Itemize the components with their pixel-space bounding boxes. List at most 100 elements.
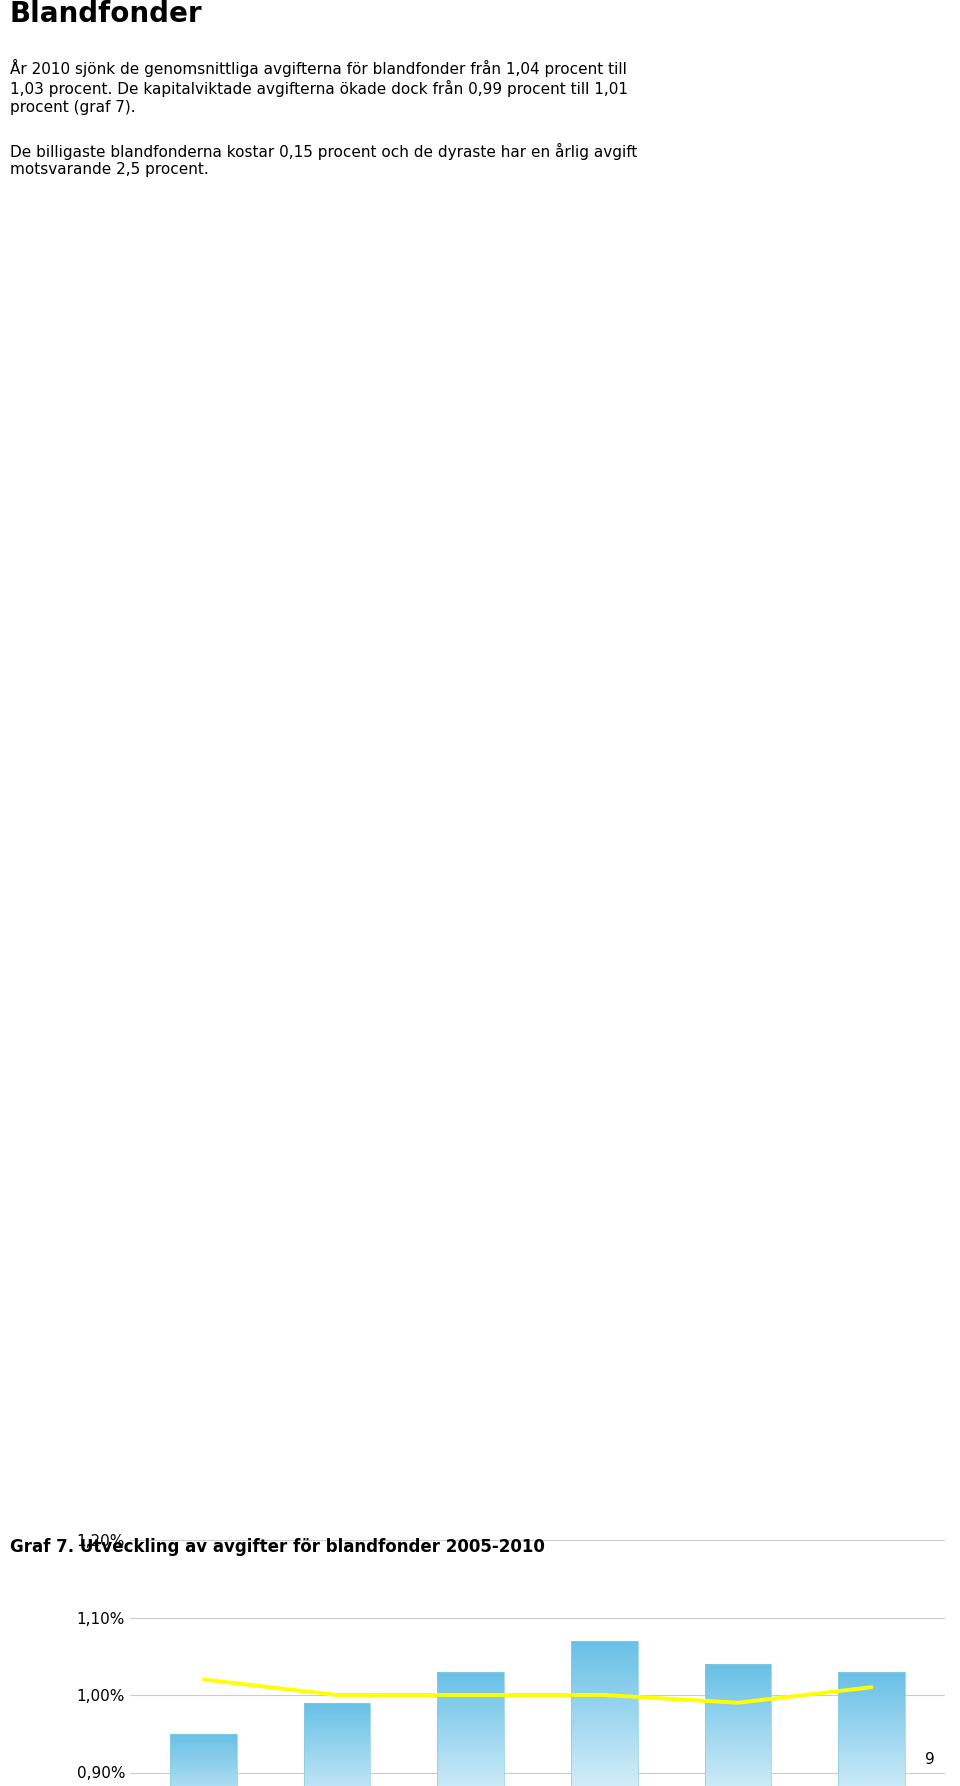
Bar xyxy=(571,1773,637,1777)
Bar xyxy=(838,1672,905,1786)
Bar xyxy=(170,1741,237,1743)
Bar xyxy=(438,1743,504,1747)
Bar xyxy=(571,1725,637,1727)
Bar xyxy=(838,1773,905,1775)
Bar xyxy=(838,1738,905,1740)
Bar xyxy=(170,1763,237,1765)
Bar xyxy=(438,1716,504,1720)
Bar xyxy=(438,1672,504,1675)
Bar xyxy=(571,1763,637,1766)
Bar xyxy=(170,1743,237,1745)
Bar xyxy=(838,1734,905,1738)
Bar xyxy=(438,1729,504,1731)
Text: De billigaste blandfonderna kostar 0,15 procent och de dyraste har en årlig avgi: De billigaste blandfonderna kostar 0,15 … xyxy=(10,143,637,177)
Bar xyxy=(170,1736,237,1738)
Bar xyxy=(705,1707,771,1711)
Bar xyxy=(571,1748,637,1752)
Bar xyxy=(705,1729,771,1732)
Bar xyxy=(838,1713,905,1716)
Bar xyxy=(303,1713,371,1715)
Bar xyxy=(705,1704,771,1707)
Bar xyxy=(838,1690,905,1693)
Bar xyxy=(571,1738,637,1741)
Bar xyxy=(170,1784,237,1786)
Bar xyxy=(438,1747,504,1748)
Bar xyxy=(303,1772,371,1773)
Bar xyxy=(838,1702,905,1704)
Bar xyxy=(705,1690,771,1691)
Bar xyxy=(438,1693,504,1695)
Bar xyxy=(705,1748,771,1750)
Bar xyxy=(705,1763,771,1766)
Bar xyxy=(438,1722,504,1725)
Bar xyxy=(571,1752,637,1756)
Bar xyxy=(705,1782,771,1784)
Bar xyxy=(438,1672,504,1786)
Bar xyxy=(838,1779,905,1782)
Bar xyxy=(438,1690,504,1693)
Bar xyxy=(571,1679,637,1682)
Bar xyxy=(438,1711,504,1713)
Bar xyxy=(838,1731,905,1734)
Bar xyxy=(438,1702,504,1704)
Bar xyxy=(838,1707,905,1711)
Bar xyxy=(838,1711,905,1713)
Bar xyxy=(705,1750,771,1754)
Bar xyxy=(838,1765,905,1766)
Bar xyxy=(571,1707,637,1711)
Bar xyxy=(438,1731,504,1734)
Bar xyxy=(705,1686,771,1690)
Bar xyxy=(170,1747,237,1748)
Bar xyxy=(705,1665,771,1786)
Bar xyxy=(571,1766,637,1770)
Bar xyxy=(705,1732,771,1736)
Bar xyxy=(303,1761,371,1765)
Bar xyxy=(705,1695,771,1698)
Bar xyxy=(303,1720,371,1722)
Bar xyxy=(170,1748,237,1752)
Bar xyxy=(838,1716,905,1720)
Bar xyxy=(170,1734,237,1786)
Bar xyxy=(571,1668,637,1672)
Bar xyxy=(571,1648,637,1652)
Bar xyxy=(705,1713,771,1716)
Bar xyxy=(571,1661,637,1665)
Bar xyxy=(170,1752,237,1754)
Bar xyxy=(303,1731,371,1732)
Text: År 2010 sjönk de genomsnittliga avgifterna för blandfonder från 1,04 procent til: År 2010 sjönk de genomsnittliga avgifter… xyxy=(10,59,628,114)
Bar xyxy=(571,1777,637,1781)
Bar xyxy=(303,1779,371,1781)
Bar xyxy=(705,1723,771,1725)
Bar xyxy=(838,1740,905,1743)
Bar xyxy=(170,1734,237,1736)
Bar xyxy=(303,1706,371,1707)
Bar xyxy=(303,1777,371,1779)
Bar xyxy=(438,1725,504,1729)
Bar xyxy=(303,1715,371,1718)
Bar xyxy=(705,1670,771,1673)
Bar xyxy=(838,1756,905,1757)
Bar xyxy=(838,1752,905,1756)
Bar xyxy=(838,1681,905,1684)
Bar xyxy=(705,1757,771,1759)
Bar xyxy=(438,1775,504,1779)
Bar xyxy=(705,1770,771,1772)
Bar xyxy=(838,1747,905,1748)
Bar xyxy=(438,1684,504,1686)
Bar xyxy=(705,1754,771,1757)
Bar xyxy=(571,1759,637,1763)
Bar xyxy=(705,1779,771,1782)
Bar xyxy=(438,1756,504,1757)
Bar xyxy=(303,1741,371,1745)
Bar xyxy=(571,1675,637,1679)
Bar xyxy=(838,1757,905,1761)
Bar xyxy=(170,1754,237,1756)
Bar xyxy=(438,1698,504,1702)
Bar xyxy=(571,1741,637,1745)
Bar xyxy=(571,1731,637,1734)
Bar xyxy=(438,1765,504,1766)
Bar xyxy=(303,1752,371,1754)
Bar xyxy=(705,1666,771,1670)
Bar xyxy=(571,1770,637,1773)
Bar xyxy=(571,1672,637,1675)
